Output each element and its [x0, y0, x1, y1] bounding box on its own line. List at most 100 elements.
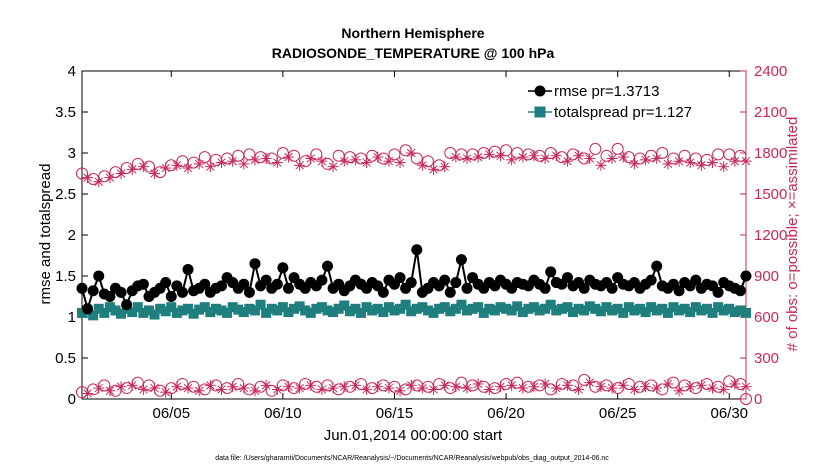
obs-low-assimilated-marker — [115, 381, 127, 393]
legend-rmse-marker — [534, 85, 546, 97]
spread-marker — [127, 307, 138, 318]
obs-low-assimilated-marker — [684, 381, 696, 393]
obs-low-assimilated-marker — [483, 383, 495, 395]
asterisk-stroke — [373, 152, 382, 162]
obs-assimilated-marker — [260, 152, 272, 164]
spread-marker — [489, 305, 500, 316]
obs-assimilated-marker — [115, 168, 127, 179]
obs-low-assimilated-marker — [461, 382, 473, 394]
obs-low-assimilated-marker — [651, 382, 663, 394]
spread-marker — [255, 299, 266, 310]
obs-low-assimilated-marker — [662, 378, 674, 390]
obs-low-assimilated-marker — [628, 383, 640, 395]
spread-marker — [551, 305, 562, 316]
spread-marker — [194, 304, 205, 315]
rmse-marker — [215, 280, 227, 292]
rmse-marker — [561, 272, 573, 284]
spread-marker — [590, 303, 601, 314]
asterisk-stroke — [284, 382, 293, 391]
spread-marker — [389, 305, 400, 316]
spread-marker — [104, 302, 115, 313]
asterisk-stroke — [485, 150, 494, 159]
rmse-marker — [645, 274, 657, 286]
y-left-tick-label: 3.5 — [55, 104, 76, 121]
asterisk-stroke — [395, 386, 405, 396]
asterisk-stroke — [206, 381, 215, 390]
spread-marker — [138, 307, 149, 318]
obs-assimilated-marker — [539, 152, 551, 164]
spread-marker — [171, 307, 182, 318]
obs-low-assimilated-marker — [394, 385, 406, 397]
spread-marker — [177, 305, 188, 316]
spread-marker — [662, 307, 673, 318]
rmse-marker — [545, 266, 557, 278]
legend-spread-label: totalspread pr=1.127 — [554, 104, 692, 121]
asterisk-stroke — [406, 148, 416, 158]
asterisk-stroke — [328, 162, 338, 171]
asterisk-stroke — [552, 383, 561, 393]
asterisk-stroke — [652, 383, 661, 393]
spread-marker — [595, 306, 606, 317]
asterisk-stroke — [94, 383, 103, 393]
obs-assimilated-marker — [182, 162, 194, 174]
asterisk-stroke — [116, 382, 126, 391]
asterisk-stroke — [228, 156, 237, 166]
y-left-tick-label: 3 — [68, 145, 76, 162]
obs-low-assimilated-marker — [193, 385, 205, 397]
spread-marker — [428, 307, 439, 318]
spread-marker — [579, 305, 590, 316]
spread-marker — [741, 307, 751, 318]
spread-marker — [294, 301, 305, 312]
spread-marker — [372, 303, 383, 314]
spread-marker — [350, 303, 361, 314]
asterisk-stroke — [150, 169, 159, 178]
obs-low-assimilated-marker — [472, 378, 484, 390]
obs-assimilated-marker — [215, 157, 227, 169]
spread-marker — [305, 307, 316, 318]
rmse-marker — [439, 274, 451, 286]
spread-marker — [322, 305, 333, 316]
rmse-marker — [165, 291, 177, 302]
obs-low-assimilated-marker — [506, 379, 518, 391]
asterisk-stroke — [697, 161, 706, 170]
spread-marker — [339, 300, 350, 311]
spread-marker — [143, 305, 154, 316]
spread-marker — [411, 303, 422, 314]
asterisk-stroke — [105, 173, 115, 182]
spread-marker — [495, 302, 506, 313]
obs-assimilated-marker — [249, 154, 261, 166]
obs-assimilated-marker — [316, 155, 328, 167]
obs-low-assimilated-marker — [372, 381, 384, 393]
asterisk-stroke — [94, 177, 103, 186]
spread-marker — [501, 303, 512, 314]
asterisk-stroke — [708, 383, 717, 393]
spread-marker — [155, 303, 166, 314]
spread-marker — [607, 305, 618, 316]
obs-low-assimilated-marker — [729, 378, 741, 390]
spread-marker — [618, 307, 629, 318]
obs-assimilated-marker — [628, 158, 640, 170]
rmse-marker — [316, 274, 328, 286]
obs-low-assimilated-marker — [695, 379, 707, 391]
spread-marker — [729, 307, 740, 318]
asterisk-stroke — [730, 156, 740, 166]
asterisk-stroke — [306, 154, 316, 163]
rmse-marker — [377, 286, 389, 298]
obs-low-assimilated-marker — [450, 381, 462, 393]
asterisk-stroke — [172, 382, 182, 391]
y-right-tick-label: 600 — [754, 309, 779, 326]
asterisk-stroke — [351, 155, 360, 165]
x-tick-label: 06/05 — [153, 405, 191, 422]
obs-assimilated-marker — [294, 159, 306, 171]
obs-low-assimilated-marker — [573, 383, 585, 395]
obs-low-assimilated-marker — [707, 382, 719, 394]
asterisk-stroke — [641, 155, 650, 165]
spread-marker — [646, 302, 657, 313]
chart-title-line2: RADIOSONDE_TEMPERATURE @ 100 hPa — [272, 45, 555, 61]
obs-assimilated-marker — [695, 159, 707, 171]
rmse-marker — [455, 254, 467, 266]
asterisk-stroke — [741, 382, 751, 391]
rmse-marker — [104, 291, 116, 302]
obs-low-assimilated-marker — [528, 381, 540, 393]
